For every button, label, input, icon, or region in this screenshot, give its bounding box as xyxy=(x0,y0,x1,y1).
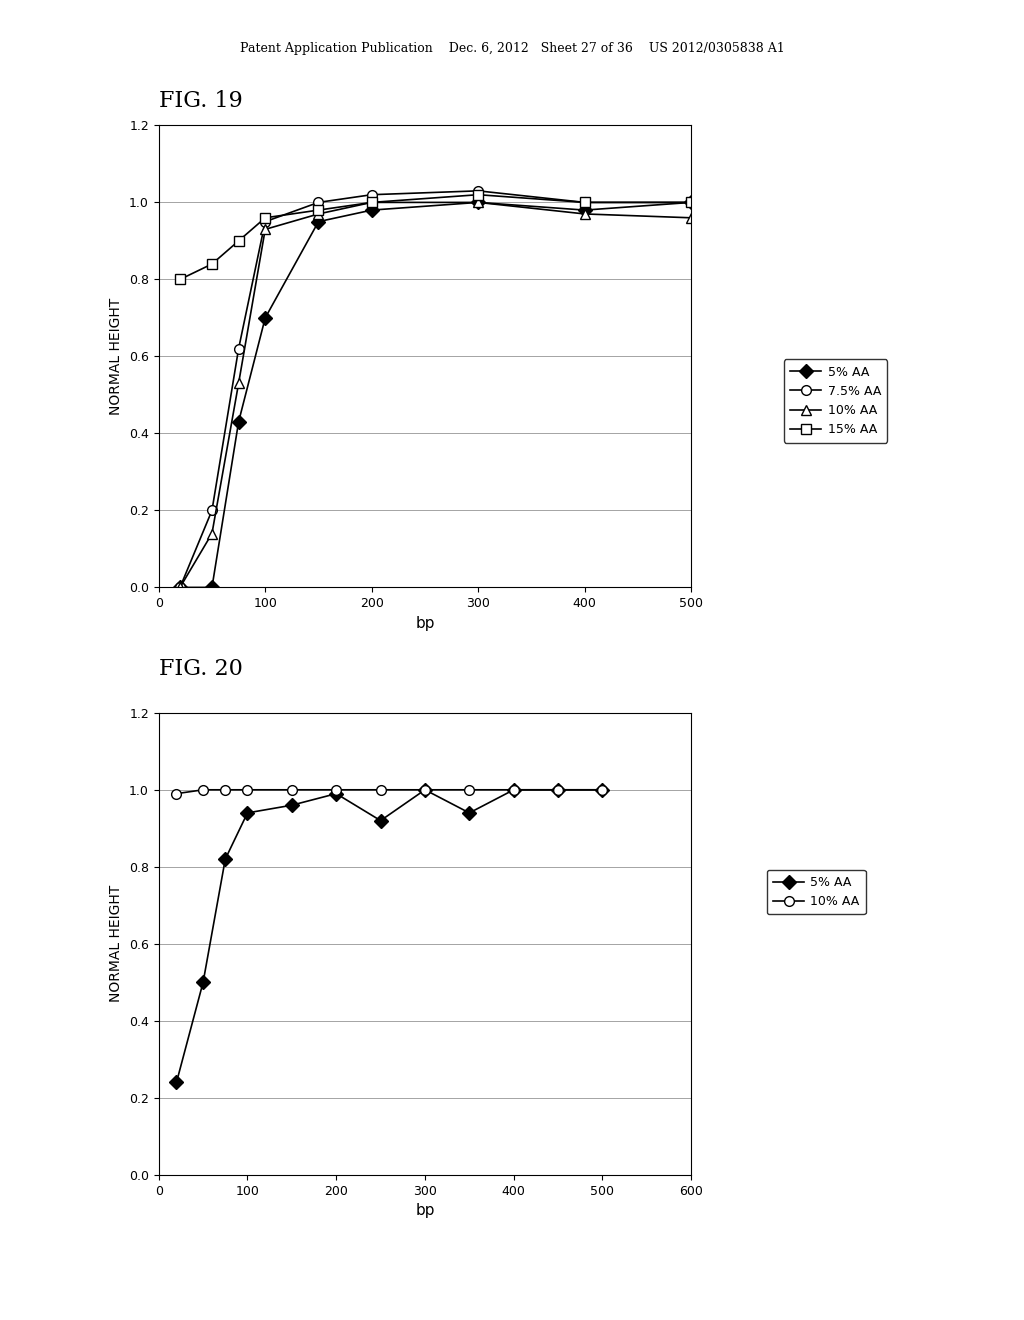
5% AA xyxy=(375,813,387,829)
Line: 15% AA: 15% AA xyxy=(175,190,696,284)
5% AA xyxy=(596,781,608,797)
Y-axis label: NORMAL HEIGHT: NORMAL HEIGHT xyxy=(110,298,124,414)
Legend: 5% AA, 10% AA: 5% AA, 10% AA xyxy=(767,870,866,915)
15% AA xyxy=(472,186,484,202)
Text: FIG. 19: FIG. 19 xyxy=(159,90,243,112)
15% AA xyxy=(366,194,378,210)
10% AA xyxy=(472,194,484,210)
10% AA xyxy=(232,375,245,391)
5% AA xyxy=(259,310,271,326)
5% AA xyxy=(508,781,520,797)
Legend: 5% AA, 7.5% AA, 10% AA, 15% AA: 5% AA, 7.5% AA, 10% AA, 15% AA xyxy=(784,359,887,442)
10% AA xyxy=(259,222,271,238)
10% AA xyxy=(419,781,431,797)
10% AA xyxy=(197,781,209,797)
Text: Patent Application Publication    Dec. 6, 2012   Sheet 27 of 36    US 2012/03058: Patent Application Publication Dec. 6, 2… xyxy=(240,42,784,55)
10% AA xyxy=(312,206,325,222)
5% AA xyxy=(419,781,431,797)
5% AA xyxy=(579,202,591,218)
7.5% AA xyxy=(366,186,378,202)
5% AA xyxy=(330,785,342,801)
5% AA xyxy=(685,194,697,210)
5% AA xyxy=(242,805,254,821)
10% AA xyxy=(579,206,591,222)
10% AA xyxy=(375,781,387,797)
5% AA xyxy=(366,202,378,218)
10% AA xyxy=(174,579,186,595)
10% AA xyxy=(685,210,697,226)
7.5% AA xyxy=(206,503,218,519)
Line: 5% AA: 5% AA xyxy=(172,785,607,1088)
10% AA xyxy=(206,525,218,541)
7.5% AA xyxy=(472,183,484,199)
7.5% AA xyxy=(312,194,325,210)
5% AA xyxy=(197,974,209,990)
Line: 10% AA: 10% AA xyxy=(175,198,696,593)
Line: 5% AA: 5% AA xyxy=(175,198,696,593)
10% AA xyxy=(330,781,342,797)
X-axis label: bp: bp xyxy=(415,1203,435,1218)
15% AA xyxy=(312,202,325,218)
7.5% AA xyxy=(259,214,271,230)
7.5% AA xyxy=(579,194,591,210)
Line: 10% AA: 10% AA xyxy=(172,785,607,799)
15% AA xyxy=(685,194,697,210)
Line: 7.5% AA: 7.5% AA xyxy=(175,186,696,593)
5% AA xyxy=(472,194,484,210)
15% AA xyxy=(206,256,218,272)
10% AA xyxy=(552,781,564,797)
10% AA xyxy=(219,781,231,797)
5% AA xyxy=(286,797,298,813)
5% AA xyxy=(206,579,218,595)
7.5% AA xyxy=(685,194,697,210)
15% AA xyxy=(259,210,271,226)
15% AA xyxy=(232,232,245,248)
10% AA xyxy=(242,781,254,797)
10% AA xyxy=(596,781,608,797)
Text: FIG. 20: FIG. 20 xyxy=(159,657,243,680)
5% AA xyxy=(552,781,564,797)
7.5% AA xyxy=(232,341,245,356)
5% AA xyxy=(170,1074,182,1090)
15% AA xyxy=(174,272,186,288)
5% AA xyxy=(312,214,325,230)
5% AA xyxy=(174,579,186,595)
10% AA xyxy=(463,781,475,797)
5% AA xyxy=(232,414,245,430)
X-axis label: bp: bp xyxy=(415,615,435,631)
5% AA xyxy=(463,805,475,821)
Y-axis label: NORMAL HEIGHT: NORMAL HEIGHT xyxy=(110,886,124,1002)
10% AA xyxy=(508,781,520,797)
10% AA xyxy=(286,781,298,797)
10% AA xyxy=(170,785,182,801)
5% AA xyxy=(219,851,231,867)
15% AA xyxy=(579,194,591,210)
10% AA xyxy=(366,194,378,210)
7.5% AA xyxy=(174,579,186,595)
